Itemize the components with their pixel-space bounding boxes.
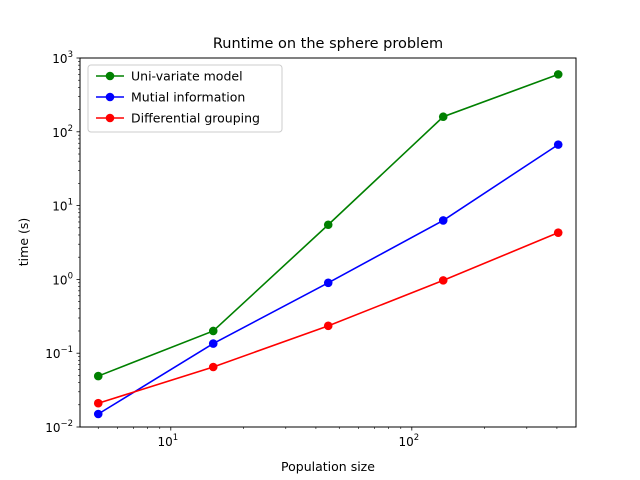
y-tick-label-4: 102 bbox=[52, 124, 73, 140]
data-point-2-2 bbox=[323, 321, 333, 331]
series-line-2 bbox=[98, 231, 559, 404]
x-tick-label-0-exp: 1 bbox=[173, 433, 178, 443]
y-tick-label-0: 10−2 bbox=[45, 419, 73, 435]
y-tick-label-5: 103 bbox=[52, 50, 73, 66]
data-point-2-1 bbox=[208, 362, 218, 372]
data-point-0-2 bbox=[323, 220, 333, 230]
x-tick-label-0: 101 bbox=[157, 433, 178, 449]
x-tick-label-1-base: 10 bbox=[398, 435, 413, 449]
y-tick-label-4-base: 10 bbox=[52, 126, 67, 140]
legend-label-2: Differential grouping bbox=[131, 111, 260, 126]
x-tick-label-0-base: 10 bbox=[157, 435, 172, 449]
y-tick-label-2-exp: 0 bbox=[68, 271, 73, 281]
y-tick-label-3: 101 bbox=[52, 198, 73, 214]
legend: Uni-variate model Mutial information Diffe… bbox=[87, 64, 283, 133]
y-tick-label-3-exp: 1 bbox=[68, 198, 73, 208]
data-point-1-3 bbox=[438, 216, 448, 225]
y-tick-label-2: 100 bbox=[52, 271, 73, 287]
legend-label-1: Mutial information bbox=[131, 90, 245, 105]
y-tick-label-4-exp: 2 bbox=[68, 124, 73, 134]
data-point-0-4 bbox=[553, 70, 563, 79]
data-point-2-4 bbox=[553, 228, 563, 237]
y-tick-label-5-base: 10 bbox=[52, 52, 67, 66]
chart-title: Runtime on the sphere problem bbox=[213, 36, 443, 52]
data-point-1-4 bbox=[553, 140, 563, 149]
y-tick-label-2-base: 10 bbox=[52, 273, 67, 287]
data-point-1-0 bbox=[93, 409, 103, 419]
data-point-0-3 bbox=[438, 112, 448, 122]
legend-marker-0 bbox=[105, 71, 115, 81]
x-tick-label-1-exp: 2 bbox=[414, 433, 419, 443]
data-point-2-0 bbox=[93, 398, 103, 408]
y-tick-label-0-base: 10 bbox=[45, 421, 60, 435]
legend-box bbox=[87, 64, 283, 133]
data-point-0-0 bbox=[93, 371, 103, 381]
data-point-2-3 bbox=[438, 276, 448, 285]
y-tick-label-5-exp: 3 bbox=[68, 50, 73, 60]
series-layer bbox=[93, 70, 563, 419]
y-tick-label-3-base: 10 bbox=[52, 200, 67, 214]
plot-frame bbox=[79, 57, 577, 428]
y-tick-label-1: 10−1 bbox=[45, 345, 73, 361]
data-point-1-2 bbox=[323, 278, 333, 288]
y-tick-label-1-base: 10 bbox=[45, 347, 60, 361]
data-point-1-1 bbox=[208, 339, 218, 348]
legend-marker-2 bbox=[105, 113, 115, 123]
x-axis-label: Population size bbox=[281, 459, 375, 474]
y-tick-label-0-exp: −2 bbox=[60, 419, 73, 429]
legend-marker-1 bbox=[105, 92, 115, 102]
legend-label-0: Uni-variate model bbox=[131, 69, 243, 84]
data-point-0-1 bbox=[208, 326, 218, 336]
x-tick-label-1: 102 bbox=[398, 433, 419, 449]
y-tick-label-1-exp: −1 bbox=[60, 345, 73, 355]
y-axis-label: time (s) bbox=[16, 218, 31, 266]
